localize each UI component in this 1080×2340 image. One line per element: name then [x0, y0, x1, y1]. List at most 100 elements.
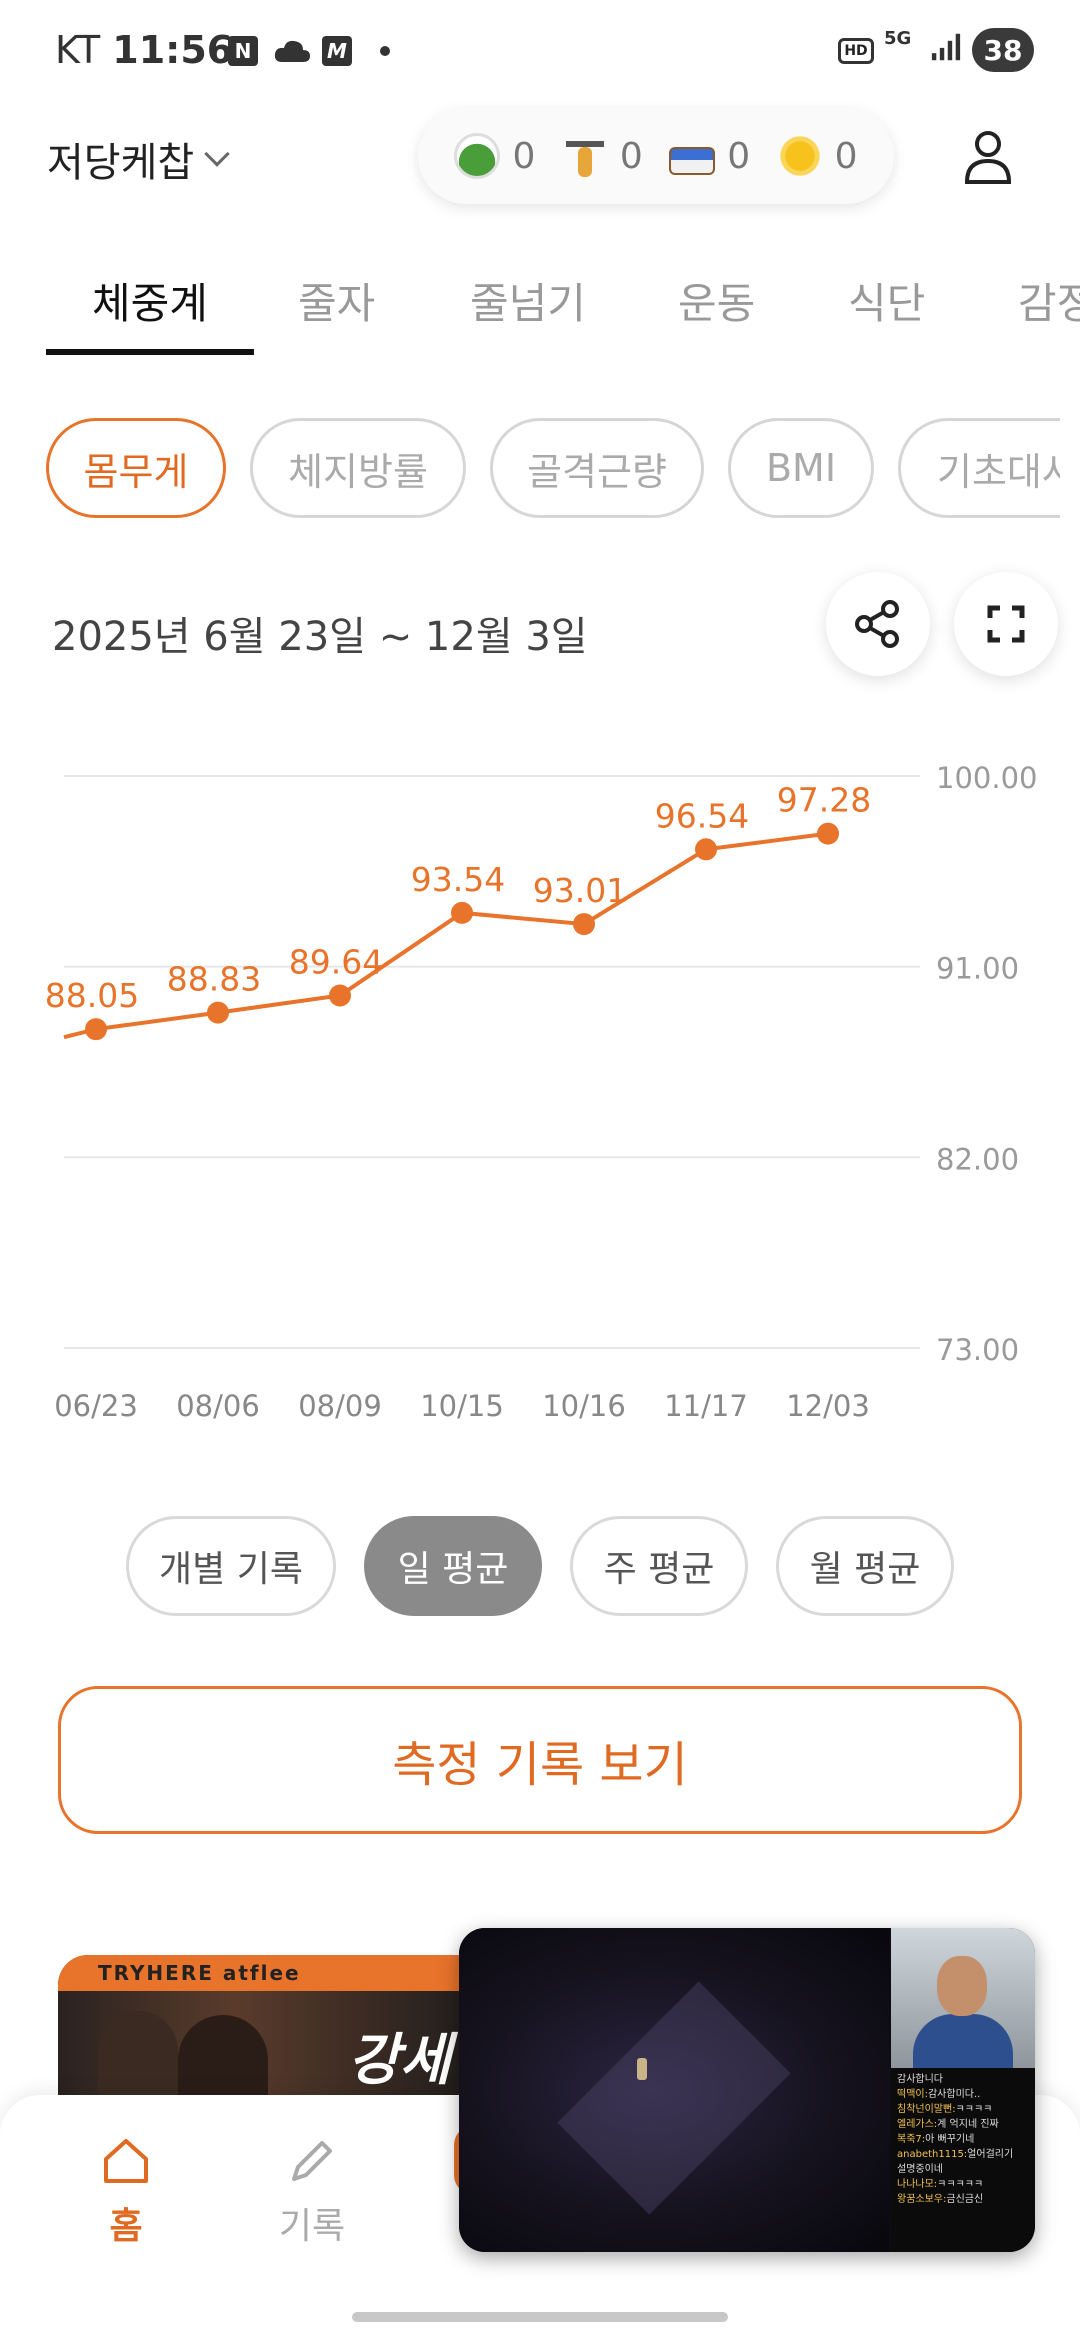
- data-point[interactable]: [329, 984, 351, 1007]
- individual-records-button[interactable]: 개별 기록: [126, 1516, 336, 1616]
- workout-count-value: 0: [619, 135, 643, 177]
- pencil-icon: [292, 2141, 332, 2181]
- data-label: 88.83: [167, 960, 261, 999]
- tab-jump-rope[interactable]: 줄넘기: [470, 279, 586, 328]
- ad-banner[interactable]: TRYHERE atflee 강세: [58, 1955, 498, 2105]
- x-tick-label: 08/09: [298, 1389, 382, 1423]
- sleep-count: 0: [669, 136, 750, 177]
- weight-line-chart: 100.00 91.00 82.00 73.00 88.05 88.83 89.64 93.…: [45, 761, 1038, 1423]
- x-tick-label: 10/16: [542, 1389, 626, 1423]
- tab-exercise[interactable]: 운동: [678, 279, 756, 328]
- weekly-average-button[interactable]: 주 평균: [570, 1516, 748, 1616]
- app-title-dropdown[interactable]: 저당케찹: [47, 130, 230, 188]
- daily-average-button[interactable]: 일 평균: [364, 1516, 542, 1616]
- category-tabs: 체중계 줄자 줄넘기 운동 식단 감정: [0, 262, 1080, 362]
- nav-home[interactable]: 홈: [66, 2135, 186, 2249]
- metric-chip-row: 몸무게 체지방률 골격근량 BMI 기초대사: [0, 410, 1060, 530]
- x-tick-label: 11/17: [664, 1389, 748, 1423]
- sun-count: 0: [776, 133, 858, 179]
- chat-line: 설명중이네: [897, 2164, 943, 2175]
- bed-icon: [669, 147, 716, 175]
- data-label: 93.01: [533, 871, 627, 910]
- nav-record[interactable]: 기록: [252, 2135, 372, 2249]
- salad-count: 0: [454, 133, 535, 179]
- tab-emotion[interactable]: 감정: [1018, 279, 1080, 328]
- data-point[interactable]: [573, 913, 595, 936]
- clock: 11:56: [112, 28, 234, 72]
- view-records-button[interactable]: 측정 기록 보기: [58, 1686, 1022, 1834]
- chat-line: 나나나모:ㅋㅋㅋㅋㅋ: [897, 2179, 984, 2190]
- naver-notification-icon: N: [228, 36, 258, 66]
- battery-icon: 38: [972, 28, 1034, 72]
- data-point[interactable]: [695, 838, 717, 861]
- signal-icon: [931, 33, 961, 61]
- network-5g-icon: 5G: [884, 28, 912, 49]
- share-icon: [855, 600, 899, 648]
- chat-line: 떡맥이:감사합미다..: [897, 2089, 981, 2100]
- banner-person-image: [98, 2011, 178, 2105]
- weight-series-line: [63, 831, 829, 1040]
- salad-count-value: 0: [512, 135, 536, 177]
- pip-streamer-head: [937, 1956, 987, 2016]
- pip-game-floor: [557, 1981, 791, 2215]
- chevron-down-icon: [204, 141, 230, 167]
- data-label: 88.05: [45, 976, 139, 1015]
- tab-scale[interactable]: 체중계: [92, 279, 208, 328]
- pip-chat: 감사합니다 떡맥이:감사합미다.. 침착넌이말뻔:ㅋㅋㅋㅋ 엘레가스:계 억지네…: [891, 2068, 1035, 2252]
- m-notification-icon: M: [322, 36, 352, 66]
- y-tick-label: 73.00: [936, 1333, 1019, 1367]
- active-tab-indicator: [46, 349, 254, 355]
- chat-line: 왕꿈소보우:금신금신: [897, 2194, 984, 2205]
- y-tick-label: 100.00: [936, 761, 1037, 795]
- pip-streamer-body: [913, 2014, 1013, 2074]
- home-indicator[interactable]: [352, 2312, 728, 2322]
- data-point[interactable]: [85, 1018, 107, 1041]
- cloud-icon: [274, 40, 310, 62]
- x-tick-label: 06/23: [54, 1389, 138, 1423]
- app-title: 저당케찹: [47, 140, 195, 186]
- more-notifications-dot-icon: [380, 46, 390, 56]
- chip-bmr[interactable]: 기초대사: [898, 418, 1060, 518]
- chat-line: 엘레가스:계 억지네 진짜: [897, 2119, 999, 2130]
- sleep-count-value: 0: [727, 135, 751, 177]
- tab-tape[interactable]: 줄자: [298, 279, 376, 328]
- data-label: 89.64: [289, 942, 383, 981]
- data-point[interactable]: [451, 901, 473, 924]
- status-bar: KT 11:56 N M HD 5G 38: [0, 0, 1080, 100]
- chat-line: anabeth1115:얼어걸리기: [897, 2149, 1014, 2160]
- monthly-average-button[interactable]: 월 평균: [776, 1516, 954, 1616]
- workout-count: 0: [562, 133, 643, 179]
- data-label: 97.28: [777, 781, 871, 820]
- data-label: 93.54: [411, 860, 505, 899]
- pip-video-player[interactable]: 감사합니다 떡맥이:감사합미다.. 침착넌이말뻔:ㅋㅋㅋㅋ 엘레가스:계 억지네…: [459, 1928, 1035, 2252]
- carrier-time: KT 11:56: [55, 28, 233, 72]
- data-point[interactable]: [817, 822, 839, 845]
- chip-weight[interactable]: 몸무게: [46, 418, 226, 518]
- x-tick-label: 12/03: [786, 1389, 870, 1423]
- sun-count-value: 0: [834, 135, 858, 177]
- profile-icon[interactable]: [964, 128, 1012, 184]
- banner-headline: 강세: [348, 2028, 452, 2093]
- chip-body-fat[interactable]: 체지방률: [250, 418, 466, 518]
- sun-icon: [776, 133, 823, 179]
- chat-line: 침착넌이말뻔:ㅋㅋㅋㅋ: [897, 2104, 993, 2115]
- data-point[interactable]: [207, 1001, 229, 1024]
- daily-counts-pill[interactable]: 0 0 0 0: [418, 108, 894, 204]
- chip-bmi[interactable]: BMI: [728, 418, 874, 518]
- tab-diet[interactable]: 식단: [848, 279, 926, 328]
- nav-home-label: 홈: [109, 2206, 143, 2247]
- date-range: 2025년 6월 23일 ~ 12월 3일: [52, 614, 588, 660]
- pip-webcam: [891, 1928, 1035, 2074]
- x-tick-label: 08/06: [176, 1389, 260, 1423]
- weightlifter-icon: [562, 133, 608, 179]
- fullscreen-icon: [987, 605, 1025, 643]
- x-tick-label: 10/15: [420, 1389, 504, 1423]
- chip-muscle-mass[interactable]: 골격근량: [490, 418, 704, 518]
- carrier: KT: [55, 28, 101, 72]
- chat-line: 감사합니다: [897, 2074, 943, 2085]
- y-tick-label: 82.00: [936, 1142, 1019, 1176]
- hd-icon: HD: [838, 38, 874, 64]
- fullscreen-button[interactable]: [954, 572, 1058, 676]
- home-icon: [104, 2139, 148, 2183]
- share-button[interactable]: [826, 572, 930, 676]
